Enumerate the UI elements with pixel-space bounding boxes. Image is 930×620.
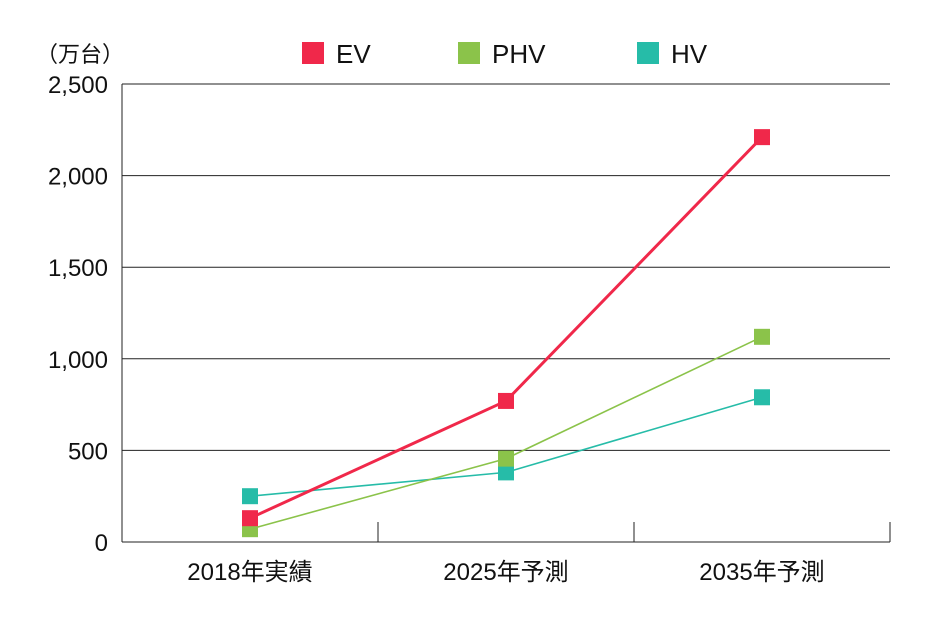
x-category-label: 2018年実績 [187, 559, 312, 586]
x-category-label: 2035年予測 [699, 559, 824, 586]
legend-swatch-ev [302, 42, 324, 64]
unit-label: （万台） [36, 42, 124, 67]
legend-swatch-hv [637, 42, 659, 64]
series-layer [242, 129, 770, 538]
data-point-hv [498, 464, 514, 481]
y-tick-label: 2,500 [48, 72, 108, 99]
grid-lines [122, 83, 890, 451]
axes [121, 84, 891, 543]
y-tick-label: 2,000 [48, 164, 108, 191]
data-point-phv [498, 450, 514, 467]
series-line-phv [249, 336, 763, 530]
legend: EV PHV HV [302, 39, 708, 69]
x-category-labels: 2018年実績 2025年予測 2035年予測 [187, 559, 824, 586]
data-point-hv [242, 488, 258, 505]
legend-label-hv: HV [671, 39, 708, 69]
data-point-hv [754, 389, 770, 406]
data-point-phv [754, 328, 770, 345]
data-point-ev [242, 510, 258, 527]
data-point-ev [498, 392, 514, 409]
x-category-label: 2025年予測 [443, 559, 568, 586]
legend-label-ev: EV [336, 39, 371, 69]
y-tick-label: 1,000 [48, 347, 108, 374]
y-tick-label: 1,500 [48, 255, 108, 282]
y-tick-label: 500 [68, 438, 108, 465]
legend-label-phv: PHV [492, 39, 546, 69]
legend-swatch-phv [458, 42, 480, 64]
data-point-ev [754, 129, 770, 146]
y-tick-label: 0 [95, 530, 108, 557]
y-tick-labels: 0 500 1,000 1,500 2,000 2,500 [48, 72, 108, 557]
